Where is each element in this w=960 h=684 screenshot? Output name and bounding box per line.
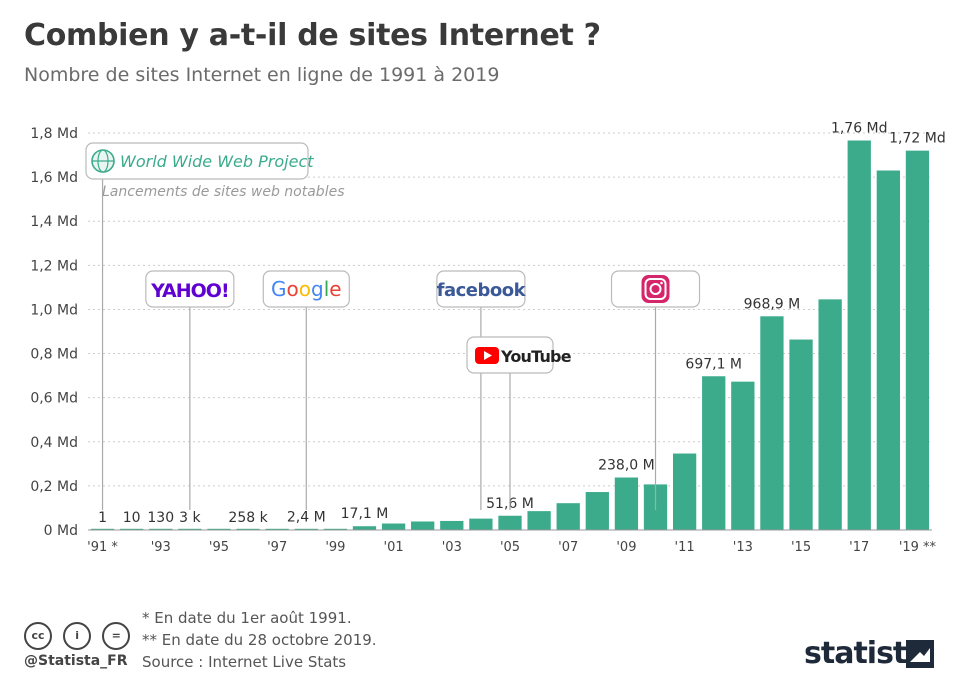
bar-1999 — [323, 528, 348, 530]
x-tick-label: '01 — [384, 540, 404, 555]
bar-2012 — [702, 376, 726, 530]
x-tick-label: '97 — [267, 540, 287, 555]
instagram-dot — [660, 281, 663, 285]
y-tick-label: 0 Md — [44, 523, 78, 539]
bar-2016 — [818, 299, 842, 530]
x-tick-label: '03 — [442, 540, 462, 555]
data-label: 10 — [123, 510, 141, 526]
x-tick-label: '19 ** — [899, 540, 937, 555]
y-tick-label: 1,2 Md — [30, 258, 78, 274]
bar-1991 — [90, 528, 115, 530]
google-logo-letter: o — [286, 277, 298, 301]
youtube-play-triangle — [484, 351, 492, 360]
bar-2011 — [672, 453, 697, 530]
data-label: 130 — [147, 510, 174, 526]
youtube-logo: YouTube — [500, 347, 572, 366]
y-tick-label: 0,8 Md — [30, 347, 78, 363]
bar-1993 — [149, 528, 173, 530]
y-tick-label: 0,6 Md — [30, 391, 78, 407]
google-logo-letter: G — [271, 277, 287, 301]
x-tick-label: '15 — [791, 540, 811, 555]
bar-2015 — [789, 339, 813, 530]
bar-2006 — [527, 511, 551, 530]
annotation-box — [262, 270, 350, 308]
data-label: 3 k — [179, 510, 201, 526]
google-logo-letter: e — [329, 277, 341, 301]
instagram-logo — [641, 275, 670, 303]
y-tick-label: 1,8 Md — [30, 126, 78, 142]
data-label: 258 k — [228, 510, 268, 526]
bar-1997 — [265, 528, 289, 530]
x-tick-label: '09 — [616, 540, 636, 555]
y-tick-label: 1,0 Md — [30, 302, 78, 318]
x-tick-label: '93 — [151, 540, 171, 555]
by-icon: i — [63, 622, 92, 650]
x-tick-label: '05 — [500, 540, 520, 555]
y-tick-label: 0,2 Md — [30, 479, 78, 495]
google-logo-letter: g — [311, 277, 324, 301]
data-label: 17,1 M — [341, 506, 389, 522]
chart-subtitle: Nombre de sites Internet en ligne de 199… — [24, 64, 500, 86]
y-tick-label: 1,4 Md — [30, 214, 78, 230]
bar-2009 — [614, 477, 639, 530]
y-tick-label: 1,6 Md — [30, 170, 78, 186]
source-text: Source : Internet Live Stats — [142, 653, 347, 671]
x-tick-label: '99 — [325, 540, 345, 555]
bar-2018 — [876, 170, 900, 530]
x-tick-label: '11 — [675, 540, 695, 555]
bar-2000 — [352, 526, 377, 530]
bar-2013 — [731, 381, 755, 530]
annotation-box — [85, 142, 309, 180]
chart-title: Combien y a-t-il de sites Internet ? — [24, 18, 601, 53]
data-label: 1,72 Md — [889, 131, 946, 147]
yahoo-logo: YAHOO! — [150, 280, 229, 302]
instagram-lens — [649, 283, 662, 295]
google-logo: Google — [271, 277, 342, 301]
bar-1996 — [236, 528, 260, 530]
footnote-2: ** En date du 28 octobre 2019. — [142, 631, 377, 649]
x-tick-label: '95 — [209, 540, 229, 555]
facebook-logo: facebook — [437, 280, 527, 301]
data-label: 238,0 M — [598, 458, 655, 474]
y-tick-label: 0,4 Md — [30, 435, 78, 451]
twitter-handle: @Statista_FR — [24, 653, 128, 669]
bar-2017 — [847, 140, 871, 530]
bar-1998 — [294, 528, 318, 530]
bar-2003 — [440, 520, 464, 530]
equal-icon: = — [102, 622, 131, 650]
x-tick-label: '13 — [733, 540, 753, 555]
data-label: 697,1 M — [685, 356, 742, 372]
data-label: 2,4 M — [287, 509, 326, 525]
bar-chart: 0 Md 0,2 Md 0,4 Md 0,6 Md 0,8 Md 1,0 Md 1,2 Md… — [30, 120, 946, 555]
bar-2014 — [760, 316, 784, 530]
bar-2019 — [905, 150, 930, 530]
bar-1992 — [120, 528, 144, 530]
data-label: 1,76 Md — [831, 120, 888, 136]
bar-2008 — [585, 492, 609, 530]
data-label: 1 — [98, 510, 107, 526]
annotation-box — [145, 270, 235, 308]
bar-2005 — [498, 515, 522, 530]
data-label: 968,9 M — [744, 296, 801, 312]
license-icons: cc i = — [24, 622, 136, 650]
bar-2001 — [381, 523, 406, 530]
annotation-note: Lancements de sites web notables — [102, 184, 345, 200]
x-tick-label: '07 — [558, 540, 578, 555]
annotation-label: World Wide Web Project — [120, 152, 314, 171]
x-tick-label: '17 — [849, 540, 869, 555]
bar-1994 — [178, 528, 202, 530]
bar-1995 — [207, 528, 231, 530]
instagram-frame — [644, 278, 667, 300]
footnote-1: * En date du 1er août 1991. — [142, 609, 352, 627]
google-logo-letter: l — [324, 277, 330, 301]
footnotes: * En date du 1er août 1991. ** En date d… — [142, 607, 377, 673]
cc-icon: cc — [24, 622, 52, 650]
bar-2007 — [556, 503, 580, 530]
annotation-box — [436, 270, 526, 308]
google-logo-letter: o — [299, 277, 311, 301]
bar-2002 — [411, 521, 435, 530]
x-tick-label: '91 * — [87, 540, 118, 555]
statista-mark-icon — [906, 640, 934, 668]
bar-2004 — [469, 518, 493, 530]
